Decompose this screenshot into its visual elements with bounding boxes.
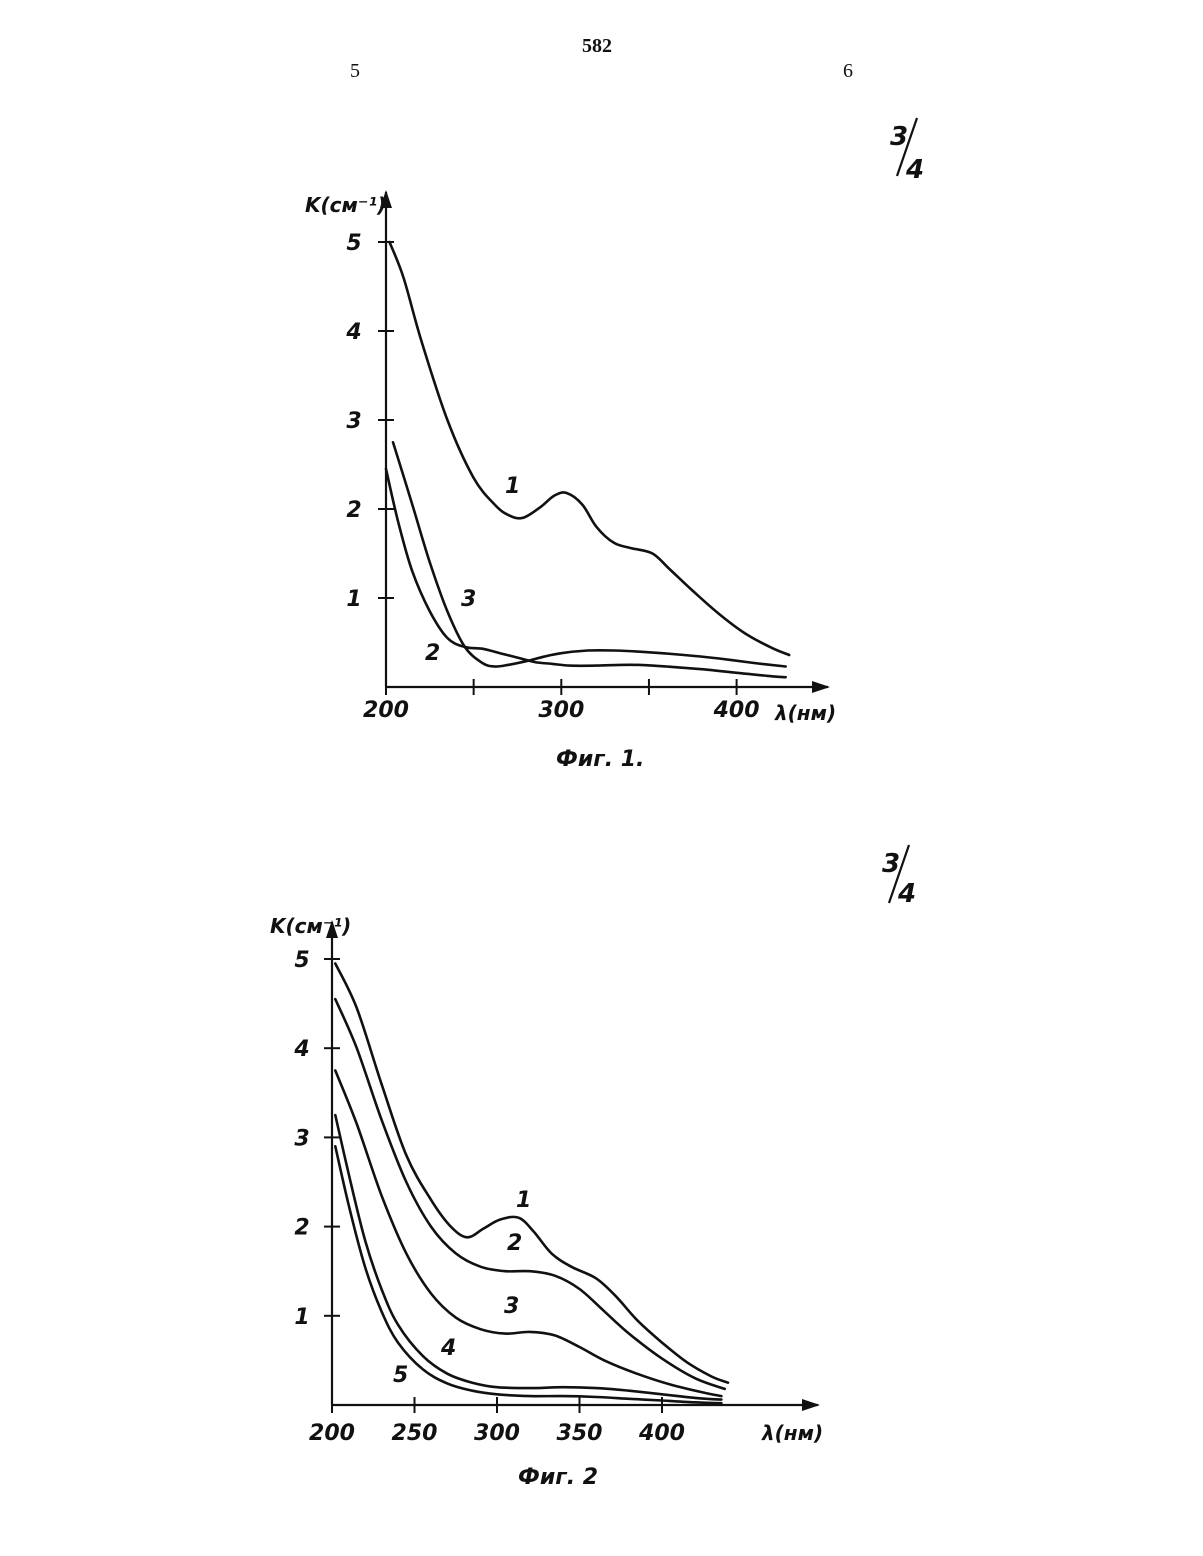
x-tick-label: 300	[474, 1421, 520, 1446]
series-1-line	[390, 242, 790, 655]
y-tick-label: 1	[346, 587, 361, 612]
y-tick-label: 4	[345, 320, 361, 345]
fraction-mid-numerator: 3	[882, 849, 900, 879]
chart-fig-1: 200 300 400 1 2 3 4 5 K(см⁻¹) λ(нм) Фиг. 1. 1 2 3	[305, 190, 836, 772]
x-axis-label: λ(нм)	[774, 701, 836, 725]
x-axis-label: λ(нм)	[761, 1421, 823, 1445]
y-tick-label: 3	[294, 1126, 309, 1151]
y-tick-label: 1	[294, 1305, 309, 1330]
series-3-label: 3	[504, 1294, 519, 1319]
fraction-top-denominator: 4	[905, 155, 924, 185]
chart-fig-2: 200 250 300 350 400 1 2 3 4 5 K(см⁻¹) λ(нм) Фиг. 2 1 2…	[270, 914, 823, 1490]
series-2-line	[386, 469, 786, 677]
y-tick-label: 2	[346, 498, 361, 523]
series-1-label: 1	[516, 1188, 531, 1213]
x-tick-label: 400	[638, 1421, 685, 1446]
series-4-line	[335, 1115, 721, 1400]
x-axis-arrow	[812, 681, 830, 693]
y-tick-label: 5	[346, 231, 361, 256]
series-3-line	[393, 442, 786, 666]
y-tick-label: 2	[294, 1216, 309, 1241]
y-tick-label: 3	[346, 409, 361, 434]
fraction-mid-denominator: 4	[897, 879, 916, 909]
y-axis-label: K(см⁻¹)	[270, 914, 351, 938]
figure-caption: Фиг. 1.	[556, 747, 644, 772]
series-4-label: 4	[440, 1336, 456, 1361]
x-tick-label: 250	[392, 1421, 438, 1446]
series-3-label: 3	[461, 587, 476, 612]
series-1-label: 1	[505, 474, 520, 499]
series-2-label: 2	[507, 1231, 522, 1256]
x-tick-label: 300	[538, 698, 584, 723]
series-5-label: 5	[393, 1363, 408, 1388]
x-tick-label: 400	[713, 698, 760, 723]
y-tick-label: 5	[294, 948, 309, 973]
x-tick-label: 350	[557, 1421, 603, 1446]
x-tick-label: 200	[363, 698, 409, 723]
y-axis-label: K(см⁻¹)	[305, 193, 386, 217]
x-axis-arrow	[802, 1399, 820, 1411]
fraction-top-numerator: 3	[890, 122, 908, 152]
figure-caption: Фиг. 2	[518, 1465, 598, 1490]
series-2-label: 2	[425, 641, 440, 666]
fraction-mark-middle: 3 4	[882, 845, 916, 909]
x-tick-label: 200	[309, 1421, 355, 1446]
y-tick-label: 4	[293, 1037, 309, 1062]
fraction-mark-top: 3 4	[890, 118, 924, 185]
